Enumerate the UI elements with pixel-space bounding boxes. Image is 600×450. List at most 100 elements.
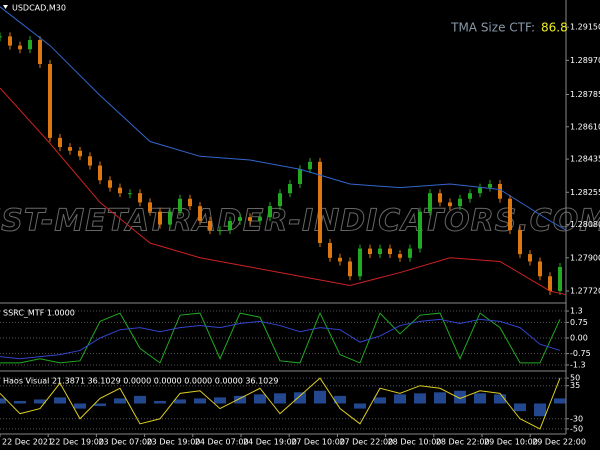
candle xyxy=(148,202,152,212)
time-label: 27 Dec 22:00 xyxy=(339,438,393,447)
candle xyxy=(98,165,102,181)
y-tick-label: -0.75 xyxy=(570,349,591,358)
histogram-bar xyxy=(234,395,246,404)
candle xyxy=(258,217,262,221)
indicator-line xyxy=(0,311,561,364)
dropdown-icon xyxy=(3,5,8,9)
histogram-bar xyxy=(414,393,426,404)
y-tick-label: 1.27720 xyxy=(570,287,600,296)
indicator-line xyxy=(0,377,561,430)
candle xyxy=(418,211,422,249)
y-tick-label: 0.00 xyxy=(570,334,588,343)
histogram-bar xyxy=(194,398,206,404)
candle xyxy=(248,217,252,221)
candle xyxy=(198,206,202,221)
histogram-bar xyxy=(394,394,406,404)
y-tick-label: 1.28970 xyxy=(570,56,600,65)
time-label: 27 Dec 10:00 xyxy=(291,438,345,447)
band-line xyxy=(0,87,567,296)
time-label: 29 Dec 10:00 xyxy=(484,438,538,447)
y-tick-label: 1.27900 xyxy=(570,253,600,262)
candle xyxy=(158,211,162,225)
candle xyxy=(318,161,322,244)
candle xyxy=(38,40,42,65)
y-tick-label: 1.28610 xyxy=(570,122,600,131)
candle xyxy=(78,150,82,157)
histogram-bar xyxy=(174,399,186,404)
candle xyxy=(428,193,432,212)
histogram-bar xyxy=(214,397,226,404)
candle xyxy=(298,169,302,184)
histogram-bar xyxy=(434,392,446,404)
time-label: 24 Dec 07:00 xyxy=(195,438,249,447)
y-tick-label: -30 xyxy=(570,414,583,423)
panel-title: Haos Visual 21.3871 36.1029 0.0000 0.000… xyxy=(3,377,278,386)
indicator-line xyxy=(0,318,561,360)
candle xyxy=(408,248,412,258)
candle xyxy=(118,187,122,194)
candle xyxy=(8,36,12,46)
candle xyxy=(518,230,522,255)
y-tick-label: 1.3 xyxy=(570,307,583,316)
candle xyxy=(368,248,372,255)
candle xyxy=(498,183,502,199)
candle xyxy=(558,267,562,292)
candle xyxy=(18,45,22,50)
time-label: 22 Dec 19:00 xyxy=(50,438,104,447)
candle xyxy=(68,147,72,151)
histogram-bar xyxy=(94,403,106,407)
histogram-bar xyxy=(0,398,6,404)
candle xyxy=(338,257,342,262)
histogram-bar xyxy=(494,394,506,404)
histogram-bar xyxy=(454,390,466,404)
candle xyxy=(288,183,292,194)
candle xyxy=(88,156,92,166)
histogram-bar xyxy=(474,393,486,404)
band-line xyxy=(0,6,567,231)
y-tick-label: 35 xyxy=(570,381,580,390)
candle xyxy=(548,276,552,292)
candle xyxy=(278,193,282,207)
y-tick-label: 1.29150 xyxy=(570,23,600,32)
candle xyxy=(128,193,132,195)
candle xyxy=(218,230,222,232)
y-tick-label: 1.28080 xyxy=(570,220,600,229)
panel-title: SSRC_MTF 1.0000 xyxy=(3,309,75,318)
time-label: 24 Dec 19:00 xyxy=(243,438,297,447)
candle xyxy=(538,261,542,277)
candle xyxy=(448,202,452,207)
histogram-bar xyxy=(54,397,66,404)
candle xyxy=(238,217,242,221)
y-tick-label: 1.28435 xyxy=(570,155,600,164)
candle xyxy=(0,36,2,38)
histogram-bar xyxy=(34,399,46,404)
candle xyxy=(178,198,182,212)
candle xyxy=(358,248,362,277)
candle xyxy=(378,248,382,255)
y-tick-label: -1.3 xyxy=(570,360,586,369)
panel-title: USDCAD,M30 xyxy=(12,4,66,13)
time-label: 28 Dec 10:00 xyxy=(388,438,442,447)
candle xyxy=(138,193,142,203)
candle xyxy=(328,243,332,258)
time-label: 28 Dec 22:00 xyxy=(436,438,490,447)
histogram-bar xyxy=(74,403,86,409)
candle xyxy=(528,254,532,262)
candle xyxy=(108,180,112,188)
time-label: 22 Dec 2021 xyxy=(2,438,53,447)
candle xyxy=(28,40,32,50)
candle xyxy=(398,254,402,258)
histogram-bar xyxy=(274,393,286,404)
histogram-bar xyxy=(534,403,546,417)
histogram-bar xyxy=(554,398,566,404)
candle xyxy=(438,193,442,203)
histogram-bar xyxy=(514,403,526,412)
candle xyxy=(478,187,482,194)
histogram-bar xyxy=(114,398,126,404)
y-tick-label: 1.28255 xyxy=(570,188,600,197)
candle xyxy=(208,220,212,231)
annotation: TMA Size CTF: xyxy=(450,21,535,35)
y-tick-label: -50 xyxy=(570,424,583,433)
